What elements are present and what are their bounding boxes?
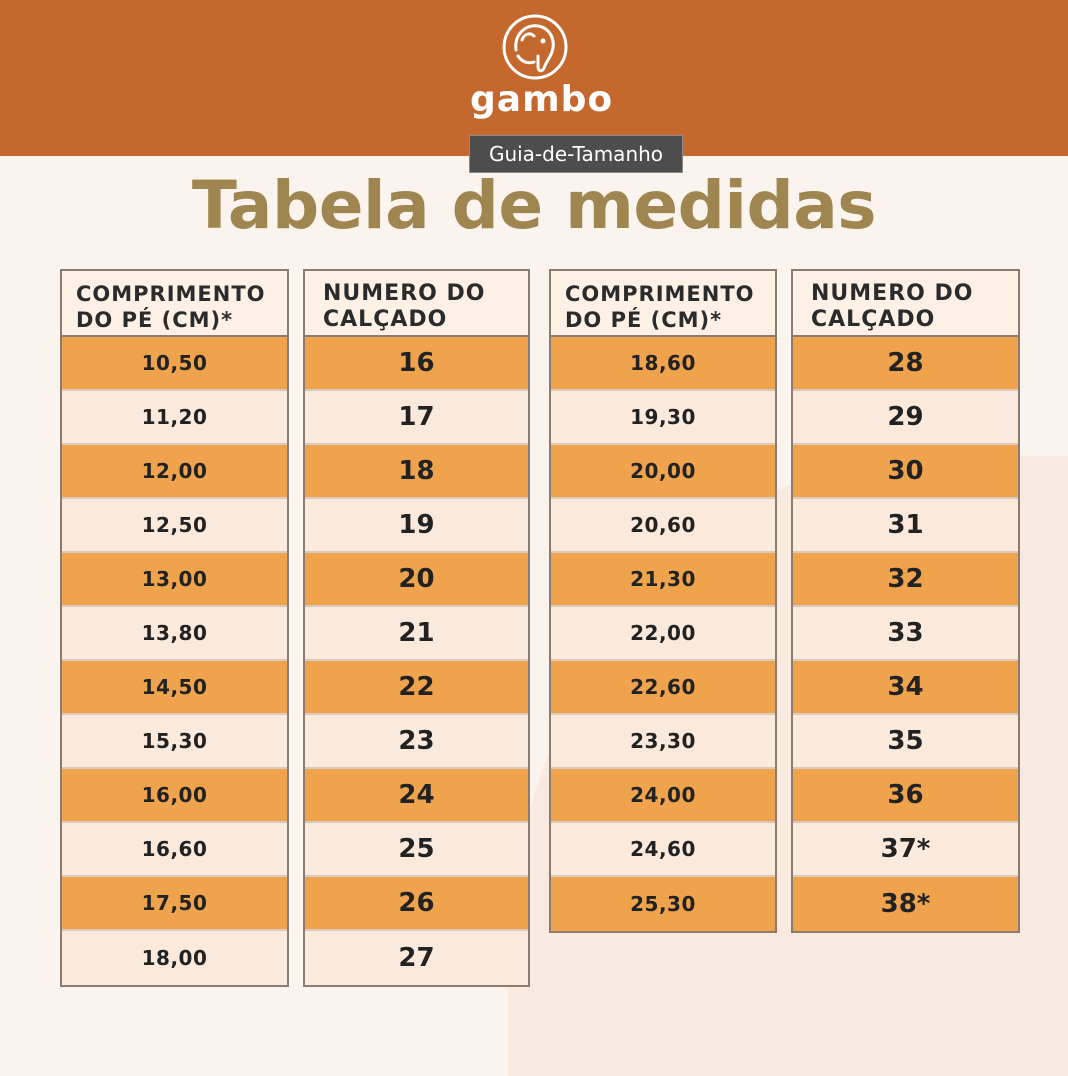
foot-length-cell: 22,60 — [551, 661, 775, 715]
shoe-size-cell: 36 — [793, 769, 1018, 823]
foot-length-cell: 12,50 — [62, 499, 287, 553]
foot-length-cell: 24,60 — [551, 823, 775, 877]
foot-length-cell: 17,50 — [62, 877, 287, 931]
length-header: COMPRIMENTO DO PÉ (CM)* — [62, 271, 287, 337]
shoe-size-cell: 29 — [793, 391, 1018, 445]
page-title: Tabela de medidas — [191, 167, 877, 244]
foot-length-cell: 10,50 — [62, 337, 287, 391]
foot-length-cell: 15,30 — [62, 715, 287, 769]
foot-length-cell: 20,00 — [551, 445, 775, 499]
elephant-icon — [502, 14, 568, 80]
shoe-size-cell: 25 — [305, 823, 528, 877]
foot-length-cell: 18,60 — [551, 337, 775, 391]
shoe-size-cell: 38* — [793, 877, 1018, 931]
image-tooltip: Guia-de-Tamanho — [469, 135, 683, 173]
foot-length-cell: 24,00 — [551, 769, 775, 823]
shoe-size-cell: 37* — [793, 823, 1018, 877]
shoe-size-cell: 31 — [793, 499, 1018, 553]
length-header: COMPRIMENTO DO PÉ (CM)* — [551, 271, 775, 337]
size-column-right: NUMERO DO CALÇADO 28 29 30 31 32 33 34 35 36 37* 3… — [791, 269, 1020, 933]
foot-length-cell: 13,00 — [62, 553, 287, 607]
foot-length-cell: 11,20 — [62, 391, 287, 445]
length-column-right: COMPRIMENTO DO PÉ (CM)* 18,60 19,30 20,00 2… — [549, 269, 777, 933]
foot-length-cell: 18,00 — [62, 931, 287, 985]
shoe-size-cell: 20 — [305, 553, 528, 607]
shoe-size-cell: 33 — [793, 607, 1018, 661]
size-header: NUMERO DO CALÇADO — [793, 271, 1018, 337]
shoe-size-cell: 21 — [305, 607, 528, 661]
size-header: NUMERO DO CALÇADO — [305, 271, 528, 337]
foot-length-cell: 22,00 — [551, 607, 775, 661]
shoe-size-cell: 35 — [793, 715, 1018, 769]
shoe-size-cell: 30 — [793, 445, 1018, 499]
shoe-size-cell: 26 — [305, 877, 528, 931]
shoe-size-cell: 17 — [305, 391, 528, 445]
foot-length-cell: 12,00 — [62, 445, 287, 499]
foot-length-cell: 16,00 — [62, 769, 287, 823]
foot-length-cell: 25,30 — [551, 877, 775, 931]
shoe-size-cell: 22 — [305, 661, 528, 715]
brand-logo: gambo — [470, 10, 614, 140]
foot-length-cell: 23,30 — [551, 715, 775, 769]
shoe-size-cell: 24 — [305, 769, 528, 823]
shoe-size-cell: 19 — [305, 499, 528, 553]
size-column-left: NUMERO DO CALÇADO 16 17 18 19 20 21 22 23 24 25 26… — [303, 269, 530, 987]
foot-length-cell: 20,60 — [551, 499, 775, 553]
foot-length-cell: 19,30 — [551, 391, 775, 445]
shoe-size-cell: 23 — [305, 715, 528, 769]
shoe-size-cell: 27 — [305, 931, 528, 985]
foot-length-cell: 16,60 — [62, 823, 287, 877]
shoe-size-cell: 34 — [793, 661, 1018, 715]
shoe-size-cell: 16 — [305, 337, 528, 391]
foot-length-cell: 21,30 — [551, 553, 775, 607]
shoe-size-cell: 32 — [793, 553, 1018, 607]
length-column-left: COMPRIMENTO DO PÉ (CM)* 10,50 11,20 12,00 1… — [60, 269, 289, 987]
brand-name: gambo — [470, 79, 614, 120]
foot-length-cell: 13,80 — [62, 607, 287, 661]
foot-length-cell: 14,50 — [62, 661, 287, 715]
shoe-size-cell: 18 — [305, 445, 528, 499]
shoe-size-cell: 28 — [793, 337, 1018, 391]
